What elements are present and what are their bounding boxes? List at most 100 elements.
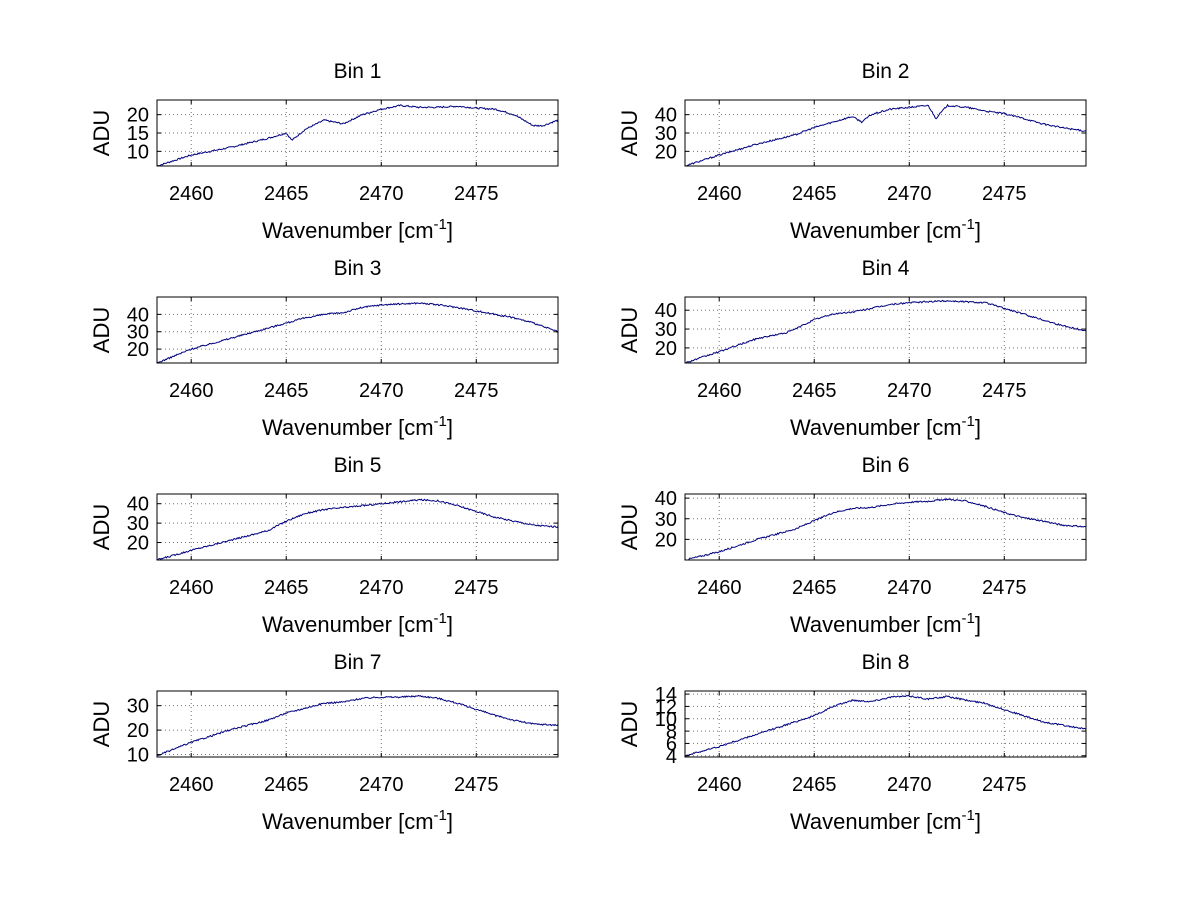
data-line xyxy=(156,302,559,364)
y-tick-label: 12 xyxy=(655,696,677,718)
x-tick-label: 2475 xyxy=(982,183,1027,205)
data-line xyxy=(156,498,559,561)
axes-frame xyxy=(684,493,1087,561)
x-tick-label: 2465 xyxy=(264,577,309,599)
data-line xyxy=(685,299,1087,364)
plot-area xyxy=(684,690,1087,758)
y-tick-label: 6 xyxy=(666,733,677,755)
x-tick-label: 2460 xyxy=(697,774,742,796)
y-axis-label: ADU xyxy=(89,307,114,353)
y-tick-label: 30 xyxy=(655,123,677,145)
subplot-title: Bin 1 xyxy=(334,60,382,83)
plot-area xyxy=(684,493,1087,561)
x-tick-label: 2470 xyxy=(887,577,932,599)
y-tick-label: 30 xyxy=(655,319,677,341)
x-axis-label: Wavenumber [cm-1] xyxy=(790,216,981,243)
x-tick-label: 2465 xyxy=(792,183,837,205)
y-tick-label: 40 xyxy=(127,494,149,516)
y-tick-label: 15 xyxy=(127,123,149,145)
subplot-title: Bin 3 xyxy=(334,257,382,280)
x-tick-label: 2460 xyxy=(697,380,742,402)
x-tick-label: 2470 xyxy=(359,774,404,796)
x-tick-label: 2470 xyxy=(359,183,404,205)
axes-frame xyxy=(156,296,559,364)
x-tick-label: 2475 xyxy=(982,774,1027,796)
y-tick-label: 40 xyxy=(655,300,677,322)
x-tick-label: 2465 xyxy=(792,774,837,796)
y-axis-label: ADU xyxy=(89,110,114,156)
x-tick-label: 2470 xyxy=(887,380,932,402)
y-tick-label: 20 xyxy=(127,533,149,555)
y-tick-label: 30 xyxy=(127,696,149,718)
x-tick-label: 2475 xyxy=(454,380,499,402)
y-axis-label: ADU xyxy=(617,110,642,156)
y-tick-label: 20 xyxy=(655,338,677,360)
subplot-title: Bin 5 xyxy=(334,454,382,477)
x-axis-label: Wavenumber [cm-1] xyxy=(262,216,453,243)
x-tick-label: 2475 xyxy=(982,380,1027,402)
x-axis-label: Wavenumber [cm-1] xyxy=(790,610,981,637)
y-tick-label: 20 xyxy=(127,720,149,742)
y-tick-label: 10 xyxy=(655,709,677,731)
x-tick-label: 2475 xyxy=(454,774,499,796)
x-tick-label: 2470 xyxy=(359,577,404,599)
x-axis-label: Wavenumber [cm-1] xyxy=(790,413,981,440)
x-tick-label: 2460 xyxy=(169,577,214,599)
x-axis-label: Wavenumber [cm-1] xyxy=(790,807,981,834)
y-tick-label: 10 xyxy=(127,141,149,163)
plot-area xyxy=(684,296,1087,364)
subplot-title: Bin 8 xyxy=(862,651,910,674)
y-tick-label: 20 xyxy=(127,105,149,127)
x-axis-label: Wavenumber [cm-1] xyxy=(262,807,453,834)
x-tick-label: 2460 xyxy=(697,183,742,205)
x-axis-label: Wavenumber [cm-1] xyxy=(262,610,453,637)
subplot-title: Bin 7 xyxy=(334,651,382,674)
plot-area xyxy=(156,296,559,364)
y-tick-label: 30 xyxy=(127,322,149,344)
y-tick-label: 40 xyxy=(655,488,677,510)
y-tick-label: 10 xyxy=(127,745,149,767)
x-tick-label: 2460 xyxy=(169,774,214,796)
subplot-title: Bin 2 xyxy=(862,60,910,83)
x-tick-label: 2460 xyxy=(697,577,742,599)
x-tick-label: 2470 xyxy=(887,774,932,796)
x-tick-label: 2460 xyxy=(169,183,214,205)
x-tick-label: 2475 xyxy=(454,577,499,599)
data-line xyxy=(684,103,1087,167)
axes-frame xyxy=(684,690,1087,758)
x-tick-label: 2465 xyxy=(264,183,309,205)
plot-area xyxy=(156,493,559,561)
y-axis-label: ADU xyxy=(617,504,642,550)
axes-frame xyxy=(156,493,559,561)
y-tick-label: 20 xyxy=(655,141,677,163)
axes-frame xyxy=(684,296,1087,364)
y-tick-label: 20 xyxy=(655,529,677,551)
subplot-title: Bin 6 xyxy=(862,454,910,477)
x-tick-label: 2475 xyxy=(454,183,499,205)
y-tick-label: 20 xyxy=(127,339,149,361)
y-tick-label: 4 xyxy=(666,746,677,768)
x-tick-label: 2475 xyxy=(982,577,1027,599)
y-axis-label: ADU xyxy=(617,701,642,747)
y-axis-label: ADU xyxy=(89,701,114,747)
plot-area xyxy=(156,690,559,758)
y-tick-label: 14 xyxy=(655,684,677,706)
data-line xyxy=(684,498,1087,561)
data-line xyxy=(156,104,559,167)
y-tick-label: 30 xyxy=(127,513,149,535)
x-axis-label: Wavenumber [cm-1] xyxy=(262,413,453,440)
x-tick-label: 2465 xyxy=(264,774,309,796)
y-tick-label: 40 xyxy=(127,304,149,326)
subplot-title: Bin 4 xyxy=(862,257,910,280)
data-line xyxy=(157,694,559,756)
y-tick-label: 8 xyxy=(666,721,677,743)
x-tick-label: 2465 xyxy=(792,577,837,599)
